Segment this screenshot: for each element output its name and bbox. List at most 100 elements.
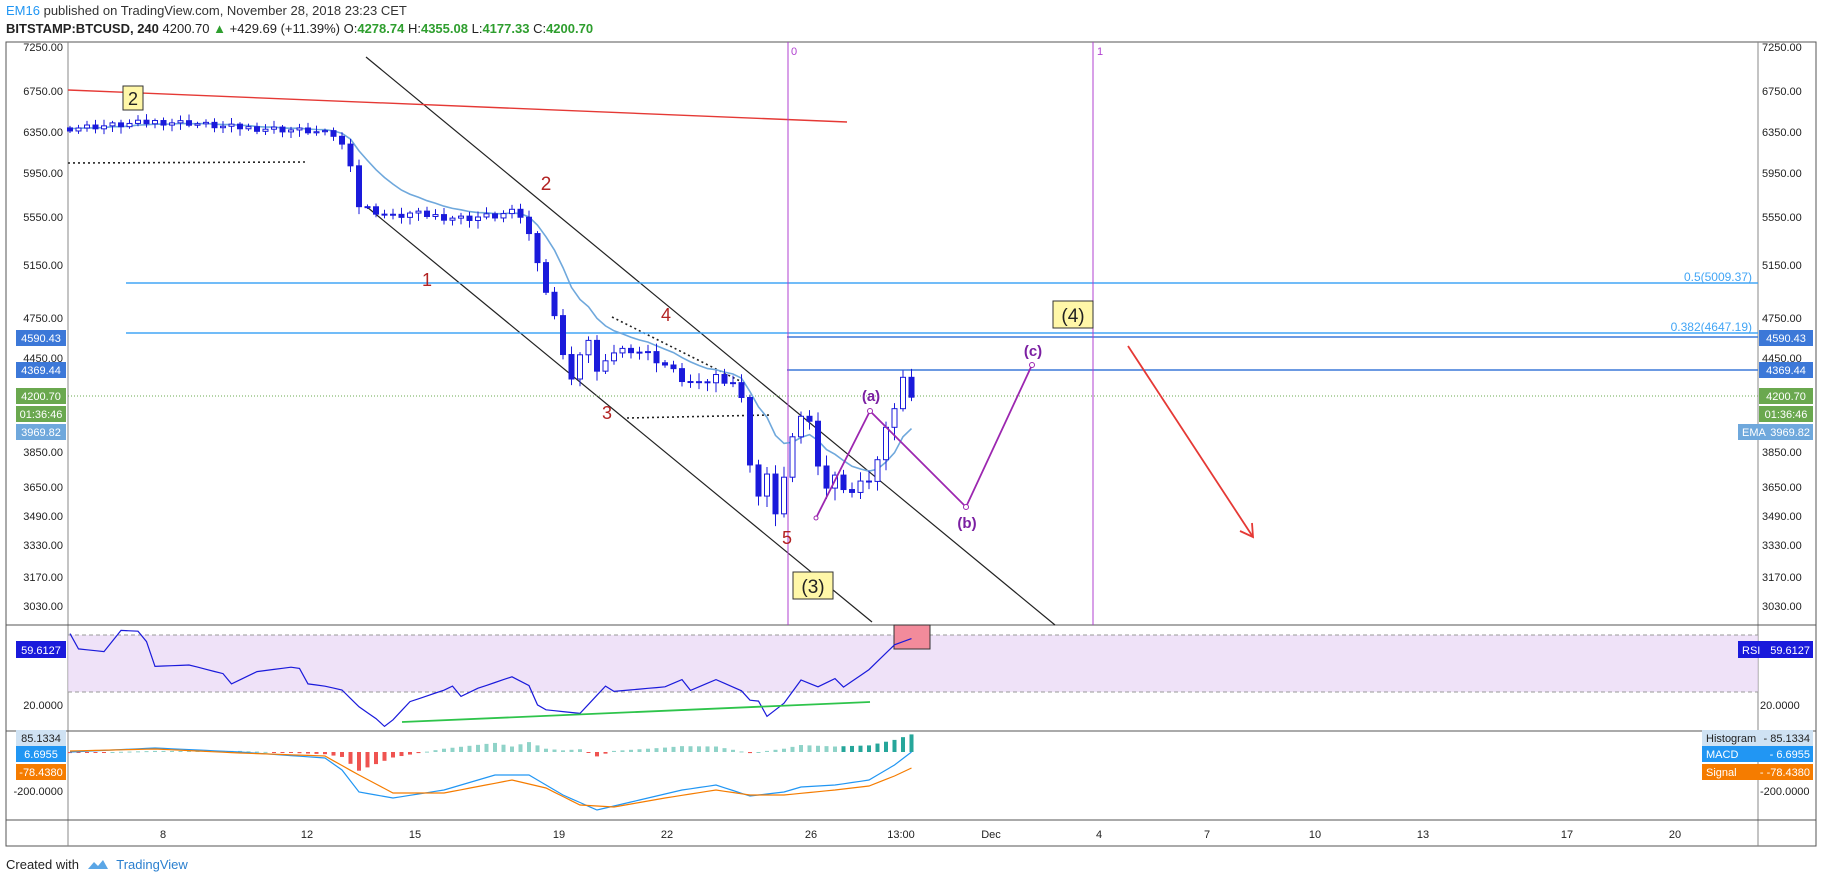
- candle-body[interactable]: [500, 213, 507, 219]
- candle-body[interactable]: [662, 362, 668, 366]
- candle-body[interactable]: [628, 347, 634, 354]
- candle-body[interactable]: [730, 382, 736, 385]
- candle-body[interactable]: [101, 125, 107, 130]
- candle-body[interactable]: [279, 126, 286, 133]
- candle-body[interactable]: [203, 121, 209, 125]
- candle-body[interactable]: [636, 351, 643, 354]
- candle-body[interactable]: [781, 476, 787, 515]
- candle-body[interactable]: [211, 121, 218, 129]
- candle-body[interactable]: [228, 123, 235, 127]
- candle-body[interactable]: [135, 119, 141, 124]
- candle-body[interactable]: [432, 214, 439, 217]
- candle-body[interactable]: [160, 120, 167, 126]
- candle-body[interactable]: [611, 352, 617, 362]
- rsi-divergence-line[interactable]: [401, 701, 871, 723]
- candle-body[interactable]: [908, 376, 915, 398]
- candle-body[interactable]: [815, 420, 821, 467]
- candle-body[interactable]: [271, 126, 277, 130]
- candle-body[interactable]: [288, 129, 294, 133]
- candle-body[interactable]: [764, 473, 770, 497]
- candle-body[interactable]: [67, 127, 73, 132]
- candle-body[interactable]: [883, 426, 889, 461]
- candle-body[interactable]: [347, 143, 354, 167]
- candle-body[interactable]: [713, 374, 719, 384]
- candle-body[interactable]: [755, 464, 762, 497]
- candle-body[interactable]: [577, 354, 583, 380]
- candle-body[interactable]: [390, 213, 396, 216]
- projected-abc-path[interactable]: [815, 364, 1033, 519]
- candle-body[interactable]: [475, 216, 481, 221]
- candle-body[interactable]: [169, 122, 175, 126]
- candle-body[interactable]: [466, 215, 473, 221]
- author-link[interactable]: EM16: [6, 3, 40, 18]
- candle-body[interactable]: [305, 127, 311, 134]
- candle-body[interactable]: [534, 233, 541, 264]
- candle-body[interactable]: [849, 489, 855, 493]
- candle-body[interactable]: [194, 123, 201, 126]
- candle-body[interactable]: [109, 122, 116, 127]
- rsi-line[interactable]: [69, 629, 912, 728]
- candle-body[interactable]: [398, 213, 405, 218]
- candle-body[interactable]: [874, 459, 881, 482]
- candle-body[interactable]: [721, 374, 728, 384]
- candle-body[interactable]: [840, 474, 847, 491]
- candle-body[interactable]: [602, 360, 609, 372]
- candle-body[interactable]: [772, 473, 779, 515]
- tradingview-link[interactable]: TradingView: [116, 857, 188, 872]
- candle-body[interactable]: [585, 339, 592, 356]
- macd-histogram[interactable]: [68, 734, 914, 771]
- candle-body[interactable]: [738, 382, 745, 398]
- candle-body[interactable]: [313, 131, 320, 134]
- candle-body[interactable]: [449, 217, 456, 221]
- channel-lower-line[interactable]: [366, 206, 873, 623]
- price-axis[interactable]: 7250.00 7250.00 6750.00 6750.00 6350.00 6350.…: [23, 42, 1802, 613]
- candle-body[interactable]: [594, 339, 600, 372]
- candle-body[interactable]: [517, 208, 524, 218]
- ema-line[interactable]: [69, 122, 913, 473]
- candle-body[interactable]: [118, 122, 124, 128]
- candle-body[interactable]: [645, 351, 651, 354]
- candle-body[interactable]: [254, 126, 260, 132]
- candle-body[interactable]: [509, 208, 515, 215]
- candle-body[interactable]: [526, 216, 532, 235]
- candle-body[interactable]: [653, 351, 660, 364]
- candle-body[interactable]: [322, 130, 328, 133]
- candle-body[interactable]: [186, 120, 192, 126]
- candle-body[interactable]: [92, 124, 99, 130]
- candle-body[interactable]: [262, 128, 269, 132]
- candle-body[interactable]: [551, 291, 558, 317]
- candle-body[interactable]: [543, 262, 549, 293]
- candle-body[interactable]: [356, 165, 362, 208]
- candle-body[interactable]: [152, 120, 158, 125]
- candle-body[interactable]: [84, 124, 90, 129]
- candle-body[interactable]: [424, 210, 430, 217]
- candle-body[interactable]: [364, 206, 371, 209]
- candle-body[interactable]: [126, 122, 133, 128]
- candles[interactable]: [67, 114, 915, 527]
- candle-body[interactable]: [415, 210, 422, 214]
- candle-body[interactable]: [857, 480, 864, 493]
- candle-body[interactable]: [143, 119, 150, 125]
- candle-body[interactable]: [670, 364, 677, 370]
- rsi-overbought-box[interactable]: [893, 624, 931, 650]
- candle-body[interactable]: [866, 480, 872, 483]
- candle-body[interactable]: [492, 213, 498, 219]
- candle-body[interactable]: [177, 120, 184, 124]
- time-axis[interactable]: 8 12 15 19 22 26 13:00 Dec 4 7 10 13 17 20: [160, 829, 1681, 841]
- red-trendline[interactable]: [67, 89, 848, 123]
- candle-body[interactable]: [483, 213, 490, 218]
- dotted-triangle-top[interactable]: [611, 316, 741, 382]
- candle-body[interactable]: [245, 126, 252, 130]
- candle-body[interactable]: [679, 368, 685, 383]
- candle-body[interactable]: [900, 376, 906, 410]
- candle-body[interactable]: [296, 127, 303, 131]
- symbol[interactable]: BITSTAMP:BTCUSD, 240: [6, 21, 159, 36]
- candle-body[interactable]: [823, 465, 830, 489]
- candle-body[interactable]: [687, 381, 694, 384]
- candle-body[interactable]: [75, 127, 82, 132]
- candle-body[interactable]: [891, 408, 898, 428]
- candle-body[interactable]: [747, 396, 753, 466]
- dotted-support-1[interactable]: [67, 161, 306, 164]
- candle-body[interactable]: [560, 315, 566, 356]
